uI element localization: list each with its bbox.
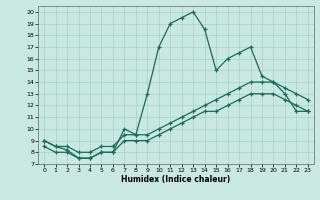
X-axis label: Humidex (Indice chaleur): Humidex (Indice chaleur) xyxy=(121,175,231,184)
